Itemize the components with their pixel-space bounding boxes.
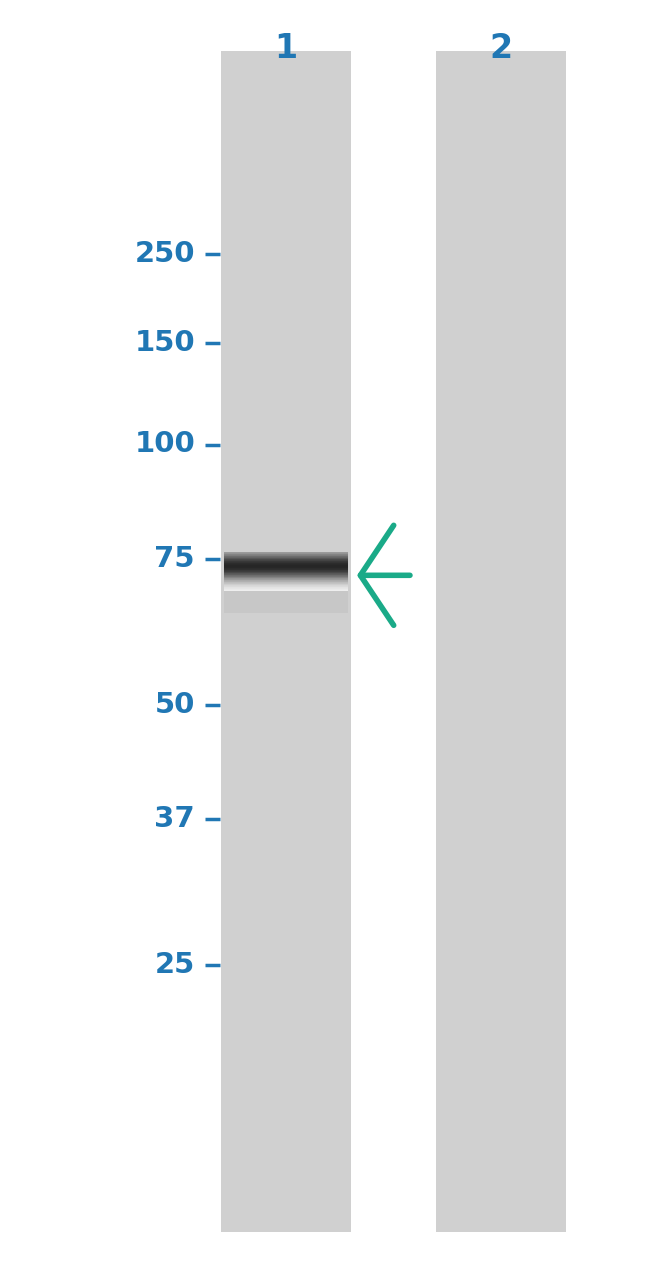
Text: 37: 37 [154,805,195,833]
Text: 1: 1 [274,32,298,65]
Text: 75: 75 [155,545,195,573]
Bar [436,51,566,1232]
Text: 150: 150 [135,329,195,357]
Text: 250: 250 [135,240,195,268]
Bar [224,591,348,613]
Text: 100: 100 [135,431,195,458]
Text: 25: 25 [155,951,195,979]
Text: 50: 50 [155,691,195,719]
Text: 2: 2 [489,32,512,65]
Bar [221,51,351,1232]
